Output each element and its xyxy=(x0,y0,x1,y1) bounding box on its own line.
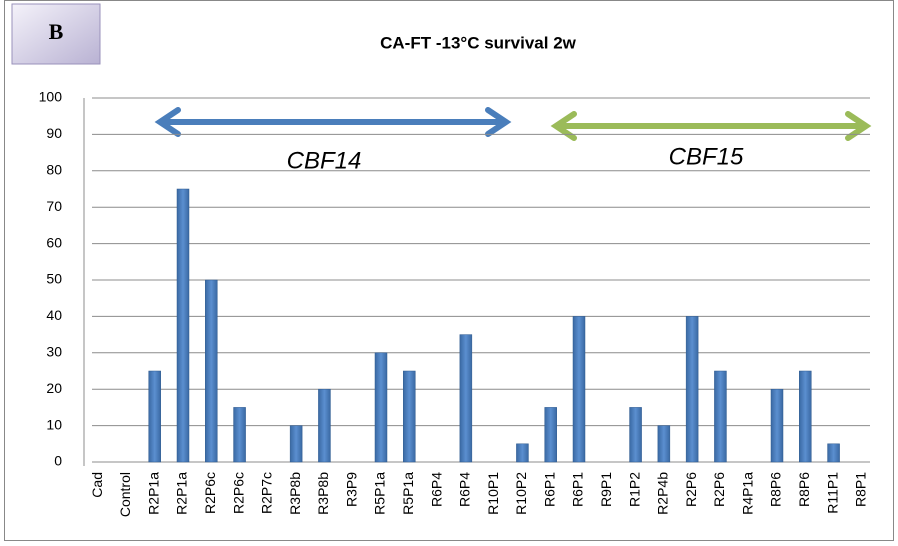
x-tick-label: R2P1a xyxy=(145,472,161,515)
bar xyxy=(176,188,190,463)
arrow-cbf14 xyxy=(154,107,512,137)
y-tick-label: 10 xyxy=(46,416,62,432)
bar xyxy=(685,316,699,463)
x-tick-label: R3P8b xyxy=(287,472,303,515)
y-tick-label: 70 xyxy=(46,198,62,214)
x-tick-label: R2P4b xyxy=(655,472,671,515)
bar xyxy=(516,443,529,463)
y-tick-label: 40 xyxy=(46,307,62,323)
bar xyxy=(459,334,473,463)
y-tick-label: 50 xyxy=(46,271,62,287)
x-tick-label: R3P8b xyxy=(315,472,331,515)
x-tick-label: R10P1 xyxy=(485,472,501,515)
bar xyxy=(148,370,161,463)
bar xyxy=(572,316,586,463)
x-tick-label: R2P1a xyxy=(174,472,190,515)
y-tick-label: 90 xyxy=(46,125,62,141)
annotation: CBF14 xyxy=(287,147,362,174)
bar xyxy=(629,407,642,463)
x-tick-label: R5P1a xyxy=(400,472,416,515)
x-tick-label: R1P2 xyxy=(626,472,642,507)
x-tick-label: R5P1a xyxy=(372,472,388,515)
x-tick-label: R6P4 xyxy=(428,472,444,507)
annotation: CBF15 xyxy=(669,143,744,170)
x-tick-label: R6P1 xyxy=(541,472,557,507)
y-tick-label: 80 xyxy=(46,162,62,178)
x-tick-label: R10P2 xyxy=(513,472,529,515)
y-tick-label: 0 xyxy=(54,453,62,469)
x-tick-label: R2P6 xyxy=(683,472,699,507)
bar xyxy=(289,425,303,463)
x-tick-label: R8P1 xyxy=(853,472,869,507)
x-tick-label: R8P6 xyxy=(768,472,784,507)
frame xyxy=(4,0,894,541)
y-tick-label: 60 xyxy=(46,234,62,250)
bar xyxy=(657,425,671,463)
bar xyxy=(799,370,812,463)
x-tick-label: R6P1 xyxy=(570,472,586,507)
bar xyxy=(318,388,331,463)
x-tick-label: R9P1 xyxy=(598,472,614,507)
bar xyxy=(403,370,416,463)
bar xyxy=(827,443,840,463)
x-tick-label: R3P9 xyxy=(343,472,359,507)
bar xyxy=(770,388,784,463)
bar xyxy=(544,407,557,463)
x-tick-label: R8P6 xyxy=(796,472,812,507)
x-tick-label: R2P6c xyxy=(230,472,246,514)
x-tick-label: R4P1a xyxy=(739,472,755,515)
y-tick-label: 20 xyxy=(46,380,62,396)
bar xyxy=(205,279,218,463)
x-tick-label: Cad xyxy=(89,472,105,498)
x-tick-label: R2P6c xyxy=(202,472,218,514)
x-tick-label: R2P6 xyxy=(711,472,727,507)
panel-label: B xyxy=(49,19,64,44)
bar xyxy=(233,407,246,463)
x-tick-label: R11P1 xyxy=(824,472,840,514)
y-tick-label: 30 xyxy=(46,344,62,360)
chart-title: CA-FT -13°C survival 2w xyxy=(380,33,577,52)
x-tick-label: R6P4 xyxy=(457,472,473,507)
x-tick-label: R2P7c xyxy=(259,472,275,514)
panel-box xyxy=(11,3,101,65)
x-tick-label: Control xyxy=(117,472,133,517)
y-tick-label: 100 xyxy=(39,89,63,105)
bar xyxy=(714,370,727,463)
bar xyxy=(374,352,388,463)
